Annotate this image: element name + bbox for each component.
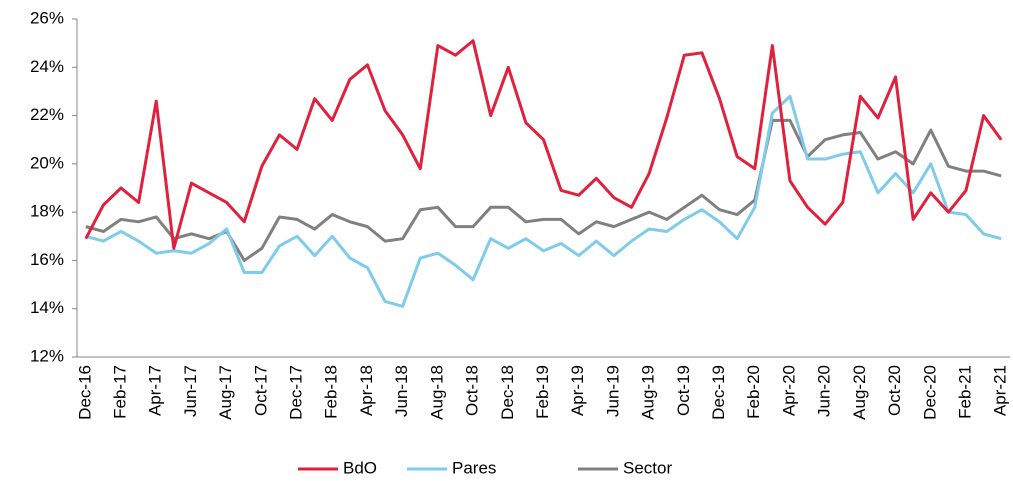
series-line (85, 94, 1002, 308)
y-tick-label: 18% (30, 202, 64, 221)
x-tick-label: Feb-18 (322, 365, 341, 419)
x-tick-label: Feb-21 (955, 365, 974, 419)
x-tick-label: Jun-20 (815, 365, 834, 417)
y-tick-label: 24% (30, 57, 64, 76)
x-tick-label: Aug-20 (850, 365, 869, 420)
y-tick-label: 22% (30, 105, 64, 124)
x-tick-label: Apr-21 (991, 365, 1010, 416)
x-tick-label: Jun-18 (392, 365, 411, 417)
x-tick-label: Apr-19 (568, 365, 587, 416)
legend-label: BdO (343, 458, 377, 477)
x-tick-label: Aug-17 (216, 365, 235, 420)
y-tick-label: 12% (30, 346, 64, 365)
y-tick-label: 20% (30, 153, 64, 172)
x-tick-label: Aug-18 (427, 365, 446, 420)
x-tick-label: Dec-17 (287, 365, 306, 420)
x-tick-label: Feb-17 (110, 365, 129, 419)
legend-label: Pares (452, 458, 496, 477)
y-tick-label: 26% (30, 8, 64, 27)
x-tick-label: Oct-20 (885, 365, 904, 416)
x-tick-label: Oct-18 (463, 365, 482, 416)
x-tick-label: Dec-16 (75, 365, 94, 420)
x-tick-label: Jun-19 (603, 365, 622, 417)
x-tick-label: Jun-17 (181, 365, 200, 417)
y-tick-label: 16% (30, 250, 64, 269)
x-tick-label: Aug-19 (639, 365, 658, 420)
x-tick-label: Dec-18 (498, 365, 517, 420)
series-line (85, 118, 1002, 262)
y-tick-label: 14% (30, 298, 64, 317)
x-tick-label: Dec-20 (920, 365, 939, 420)
x-tick-label: Dec-19 (709, 365, 728, 420)
series-line (84, 39, 1003, 250)
x-tick-label: Oct-19 (674, 365, 693, 416)
x-tick-label: Feb-19 (533, 365, 552, 419)
x-tick-label: Apr-20 (779, 365, 798, 416)
x-tick-label: Feb-20 (744, 365, 763, 419)
x-tick-label: Oct-17 (251, 365, 270, 416)
x-tick-label: Apr-18 (357, 365, 376, 416)
x-tick-label: Apr-17 (146, 365, 165, 416)
legend-label: Sector (623, 458, 672, 477)
